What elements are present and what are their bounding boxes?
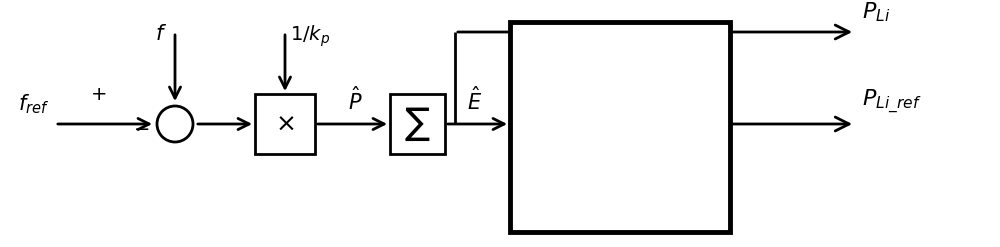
Text: $\sum$: $\sum$ — [404, 105, 431, 143]
Text: $E$: $E$ — [710, 129, 722, 145]
Text: $-$: $-$ — [133, 119, 149, 138]
Bar — [510, 22, 730, 232]
Text: $f_{ref}$: $f_{ref}$ — [18, 92, 49, 116]
Text: $P_{dis}$: $P_{dis}$ — [528, 161, 550, 176]
Text: $1/k_p$: $1/k_p$ — [290, 24, 330, 49]
Text: $\hat{E}$: $\hat{E}$ — [467, 86, 483, 114]
Bar — [390, 94, 445, 154]
Text: $P_{ch}$: $P_{ch}$ — [631, 60, 650, 75]
Text: $P_{Li\_ref}$: $P_{Li\_ref}$ — [862, 87, 922, 116]
Bar — [255, 94, 315, 154]
Text: $P_{Li}$: $P_{Li}$ — [862, 0, 890, 24]
Text: $\times$: $\times$ — [275, 112, 295, 136]
Text: $O$: $O$ — [608, 128, 621, 144]
Text: $\hat{P}$: $\hat{P}$ — [348, 86, 362, 114]
Text: $f$: $f$ — [155, 24, 167, 44]
Text: $P$: $P$ — [630, 40, 641, 56]
Text: $+$: $+$ — [90, 85, 106, 104]
